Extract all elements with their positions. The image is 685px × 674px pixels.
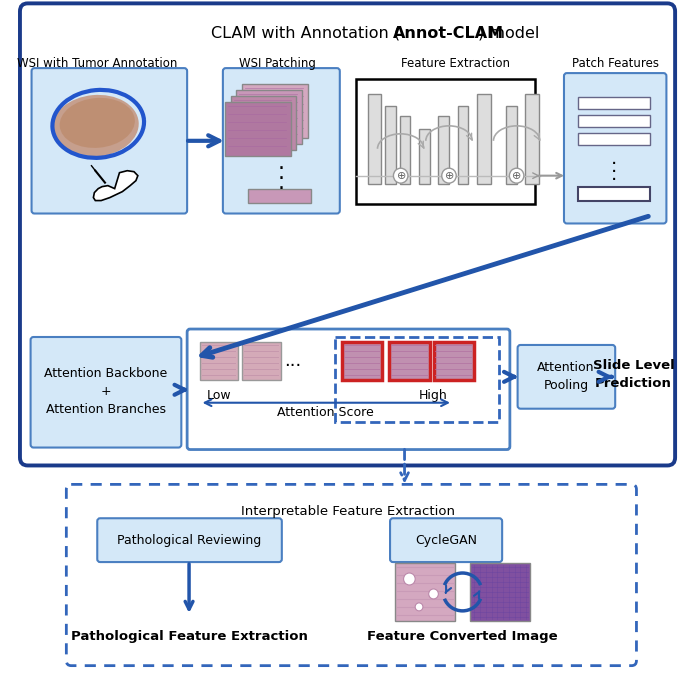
Bar xyxy=(356,79,535,204)
Bar xyxy=(236,90,302,144)
Bar xyxy=(525,94,539,183)
Text: Pathological Feature Extraction: Pathological Feature Extraction xyxy=(71,630,308,643)
Text: Attention
Pooling: Attention Pooling xyxy=(537,361,595,392)
Circle shape xyxy=(429,589,438,599)
Text: $\oplus$: $\oplus$ xyxy=(444,170,454,181)
FancyBboxPatch shape xyxy=(31,337,182,448)
Bar xyxy=(578,97,650,109)
Bar xyxy=(458,106,469,183)
Bar xyxy=(578,187,650,201)
Text: Interpretable Feature Extraction: Interpretable Feature Extraction xyxy=(242,505,456,518)
Circle shape xyxy=(393,168,408,183)
Bar xyxy=(225,102,290,156)
Bar xyxy=(438,116,449,183)
FancyBboxPatch shape xyxy=(32,68,187,214)
Text: ...: ... xyxy=(284,352,301,370)
Bar xyxy=(578,115,650,127)
Bar xyxy=(578,133,650,145)
Bar xyxy=(335,337,499,422)
Text: Patch Features: Patch Features xyxy=(572,57,659,69)
Bar xyxy=(419,129,429,183)
FancyBboxPatch shape xyxy=(187,329,510,450)
FancyBboxPatch shape xyxy=(390,518,502,562)
Circle shape xyxy=(403,573,415,585)
Bar xyxy=(434,342,474,380)
Bar xyxy=(400,116,410,183)
Text: CLAM with Annotation (: CLAM with Annotation ( xyxy=(211,26,401,40)
Bar xyxy=(242,342,281,380)
Bar xyxy=(342,342,382,380)
Text: Annot-CLAM: Annot-CLAM xyxy=(393,26,504,40)
Text: Feature Extraction: Feature Extraction xyxy=(401,57,510,69)
Text: WSI Patching: WSI Patching xyxy=(238,57,315,69)
Text: $\oplus$: $\oplus$ xyxy=(395,170,406,181)
Text: High: High xyxy=(419,390,448,402)
Text: ) model: ) model xyxy=(478,26,539,40)
FancyBboxPatch shape xyxy=(518,345,615,408)
Text: Pathological Reviewing: Pathological Reviewing xyxy=(117,534,261,547)
Bar xyxy=(395,563,455,621)
Bar xyxy=(231,96,297,150)
Text: .: . xyxy=(611,165,617,184)
Text: $\oplus$: $\oplus$ xyxy=(512,170,522,181)
FancyBboxPatch shape xyxy=(564,73,667,224)
Bar xyxy=(506,106,516,183)
Text: .: . xyxy=(277,153,284,173)
Ellipse shape xyxy=(60,98,135,148)
Text: .: . xyxy=(611,149,617,168)
Bar xyxy=(248,189,311,203)
Text: Slide Level
Prediction: Slide Level Prediction xyxy=(593,359,675,390)
Polygon shape xyxy=(93,171,138,201)
FancyBboxPatch shape xyxy=(223,68,340,214)
FancyBboxPatch shape xyxy=(97,518,282,562)
Ellipse shape xyxy=(52,95,139,157)
Text: .: . xyxy=(277,173,284,193)
FancyBboxPatch shape xyxy=(20,3,675,466)
Bar xyxy=(389,342,429,380)
Bar xyxy=(470,563,530,621)
Text: Feature Converted Image: Feature Converted Image xyxy=(367,630,558,643)
Circle shape xyxy=(510,168,524,183)
Text: .: . xyxy=(611,157,617,176)
Text: Attention Backbone
+
Attention Branches: Attention Backbone + Attention Branches xyxy=(45,367,168,417)
Bar xyxy=(242,84,308,137)
Text: Low: Low xyxy=(207,390,232,402)
Circle shape xyxy=(415,603,423,611)
Text: .: . xyxy=(277,162,284,183)
FancyBboxPatch shape xyxy=(66,485,636,666)
Bar xyxy=(200,342,238,380)
Text: Attention Score: Attention Score xyxy=(277,406,374,419)
Bar xyxy=(368,94,382,183)
Text: CycleGAN: CycleGAN xyxy=(415,534,477,547)
Circle shape xyxy=(442,168,456,183)
Bar xyxy=(477,94,490,183)
Text: WSI with Tumor Annotation: WSI with Tumor Annotation xyxy=(17,57,177,69)
Bar xyxy=(385,106,396,183)
